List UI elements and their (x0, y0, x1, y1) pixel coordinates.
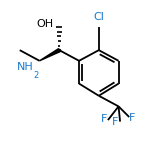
Text: F: F (101, 114, 107, 124)
Polygon shape (40, 49, 60, 61)
Text: F: F (128, 113, 135, 123)
Text: Cl: Cl (93, 12, 104, 22)
Text: OH: OH (37, 19, 54, 29)
Text: 2: 2 (34, 71, 39, 80)
Text: NH: NH (17, 62, 33, 72)
Text: F: F (112, 117, 118, 127)
